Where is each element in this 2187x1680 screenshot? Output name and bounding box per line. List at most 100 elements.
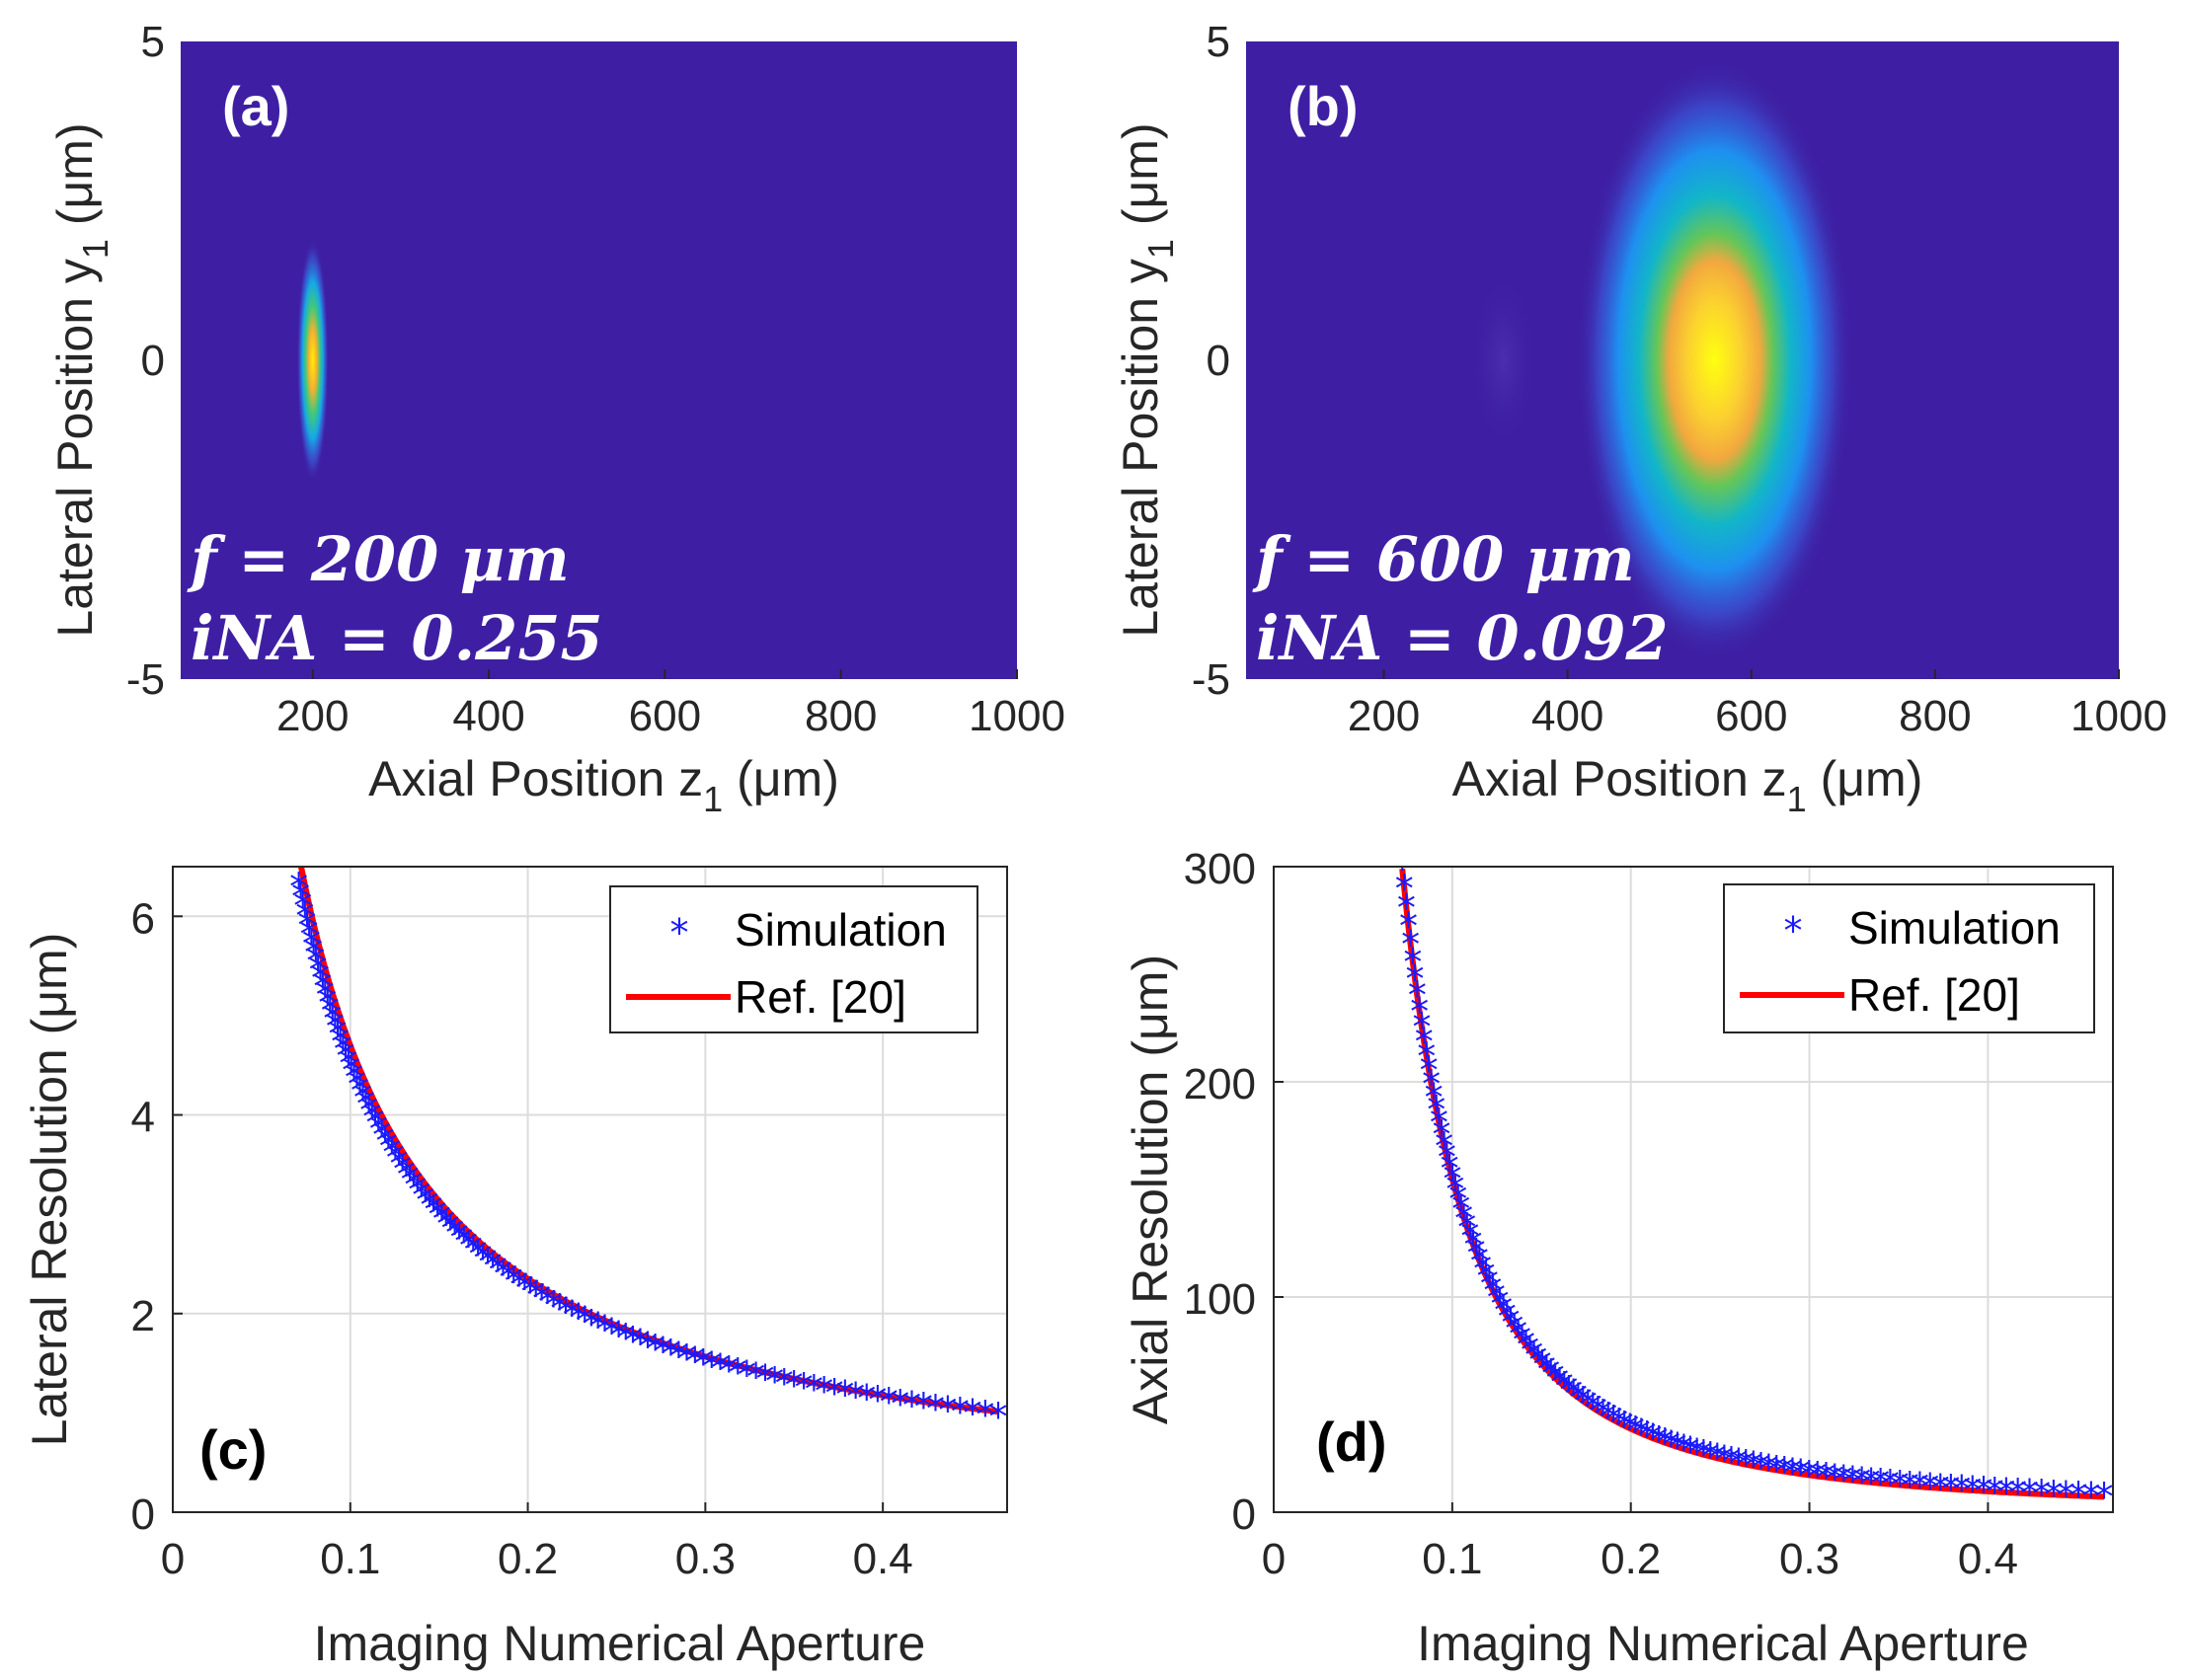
simulation-point: * xyxy=(484,1245,503,1288)
simulation-point: * xyxy=(366,1102,385,1145)
simulation-point: * xyxy=(351,1069,369,1112)
simulation-point: * xyxy=(720,1348,739,1392)
simulation-point: * xyxy=(1584,1386,1602,1429)
x-tick-label: 0 xyxy=(161,1535,185,1583)
simulation-point: * xyxy=(846,1375,865,1418)
simulation-point: * xyxy=(297,903,316,947)
x-tick-label: 0 xyxy=(1262,1535,1286,1583)
simulation-point: * xyxy=(1744,1444,1762,1488)
simulation-point: * xyxy=(1438,1136,1456,1180)
simulation-point: * xyxy=(602,1311,621,1354)
legend-reference-label: Ref. [20] xyxy=(1848,969,2020,1021)
simulation-point: * xyxy=(313,965,332,1009)
simulation-point: * xyxy=(1941,1468,1960,1511)
simulation-point: * xyxy=(1708,1436,1727,1480)
simulation-point: * xyxy=(1569,1376,1588,1419)
simulation-point: * xyxy=(1550,1360,1569,1404)
simulation-point: * xyxy=(362,1095,381,1138)
simulation-point: * xyxy=(588,1305,607,1348)
simulation-point: * xyxy=(454,1220,473,1263)
simulation-point: * xyxy=(1752,1446,1770,1489)
simulation-point: * xyxy=(1473,1247,1492,1290)
simulation-point: * xyxy=(1463,1223,1482,1266)
panel-label: (b) xyxy=(1288,75,1359,137)
simulation-point: * xyxy=(342,1048,360,1092)
legend-simulation-label: Simulation xyxy=(1848,902,2061,954)
simulation-point: * xyxy=(639,1325,658,1368)
simulation-point: * xyxy=(868,1379,887,1422)
simulation-point: * xyxy=(775,1361,794,1405)
x-tick-label: 1000 xyxy=(2070,692,2167,740)
simulation-point: * xyxy=(938,1389,957,1432)
simulation-point: * xyxy=(654,1330,672,1373)
panel-label: (d) xyxy=(1316,1411,1387,1473)
simulation-point: * xyxy=(1470,1240,1489,1283)
x-tick-label: 0.3 xyxy=(675,1535,736,1583)
simulation-point: * xyxy=(526,1273,545,1317)
simulation-point: * xyxy=(1505,1307,1523,1350)
simulation-point: * xyxy=(1911,1465,1929,1508)
x-tick-label: 0.4 xyxy=(853,1535,913,1583)
simulation-point: * xyxy=(1620,1407,1639,1450)
legend-box xyxy=(609,885,978,1033)
simulation-point: * xyxy=(1432,1112,1450,1156)
simulation-point: * xyxy=(1722,1440,1741,1484)
simulation-point: * xyxy=(1579,1383,1598,1426)
simulation-point: * xyxy=(300,913,319,956)
simulation-point: * xyxy=(1852,1460,1871,1503)
axes-box xyxy=(1273,866,2114,1513)
simulation-point: * xyxy=(1650,1418,1669,1462)
simulation-point: * xyxy=(412,1174,430,1217)
simulation-point: * xyxy=(857,1377,876,1420)
simulation-point: * xyxy=(1589,1389,1607,1432)
simulation-point: * xyxy=(404,1163,423,1206)
simulation-point: * xyxy=(372,1113,391,1157)
simulation-point: * xyxy=(1715,1438,1734,1482)
simulation-point: * xyxy=(1638,1414,1657,1458)
simulation-point: * xyxy=(595,1308,614,1351)
simulation-point: * xyxy=(815,1369,833,1413)
simulation-point: * xyxy=(1791,1452,1810,1495)
simulation-point: * xyxy=(348,1062,366,1106)
simulation-point: * xyxy=(436,1202,455,1246)
focal-spot xyxy=(296,239,329,482)
y-tick-label: 200 xyxy=(1184,1060,1256,1108)
simulation-point: * xyxy=(1737,1443,1756,1487)
y-tick-label: 0 xyxy=(1207,337,1230,385)
simulation-point: * xyxy=(1800,1453,1819,1496)
simulation-point: * xyxy=(2020,1472,2039,1515)
simulation-point: * xyxy=(1783,1451,1802,1494)
x-tick-label: 600 xyxy=(629,692,701,740)
simulation-point: * xyxy=(302,922,321,965)
simulation-point: * xyxy=(1555,1364,1574,1408)
y-axis-label: Lateral Resolution (μm) xyxy=(22,933,77,1447)
simulation-point: * xyxy=(2094,1475,2113,1518)
simulation-point: * xyxy=(1395,867,1414,910)
side-lobe xyxy=(1468,271,1538,449)
simulation-point: * xyxy=(1564,1372,1583,1415)
simulation-point: * xyxy=(631,1322,650,1365)
simulation-point: * xyxy=(408,1169,427,1212)
simulation-point: * xyxy=(1420,1049,1439,1093)
simulation-point: * xyxy=(1835,1458,1853,1501)
simulation-point: * xyxy=(1393,847,1412,890)
simulation-point: * xyxy=(499,1256,517,1299)
simulation-point: * xyxy=(1445,1168,1464,1211)
y-tick-label: 0 xyxy=(141,337,165,385)
simulation-point: * xyxy=(685,1339,704,1383)
simulation-point: * xyxy=(1533,1343,1552,1387)
legend-simulation-label: Simulation xyxy=(735,904,947,955)
simulation-point: * xyxy=(2044,1473,2063,1516)
simulation-point: * xyxy=(1467,1231,1486,1274)
simulation-point: * xyxy=(291,875,310,918)
simulation-point: * xyxy=(532,1277,551,1321)
simulation-point: * xyxy=(416,1179,434,1222)
simulation-point: * xyxy=(1546,1356,1565,1400)
simulation-point: * xyxy=(1826,1457,1844,1500)
simulation-point: * xyxy=(1487,1275,1506,1319)
axes-box xyxy=(172,866,1008,1513)
simulation-point: * xyxy=(289,866,308,909)
simulation-point: * xyxy=(1477,1255,1496,1298)
simulation-point: * xyxy=(323,997,342,1040)
simulation-point: * xyxy=(1759,1447,1778,1490)
